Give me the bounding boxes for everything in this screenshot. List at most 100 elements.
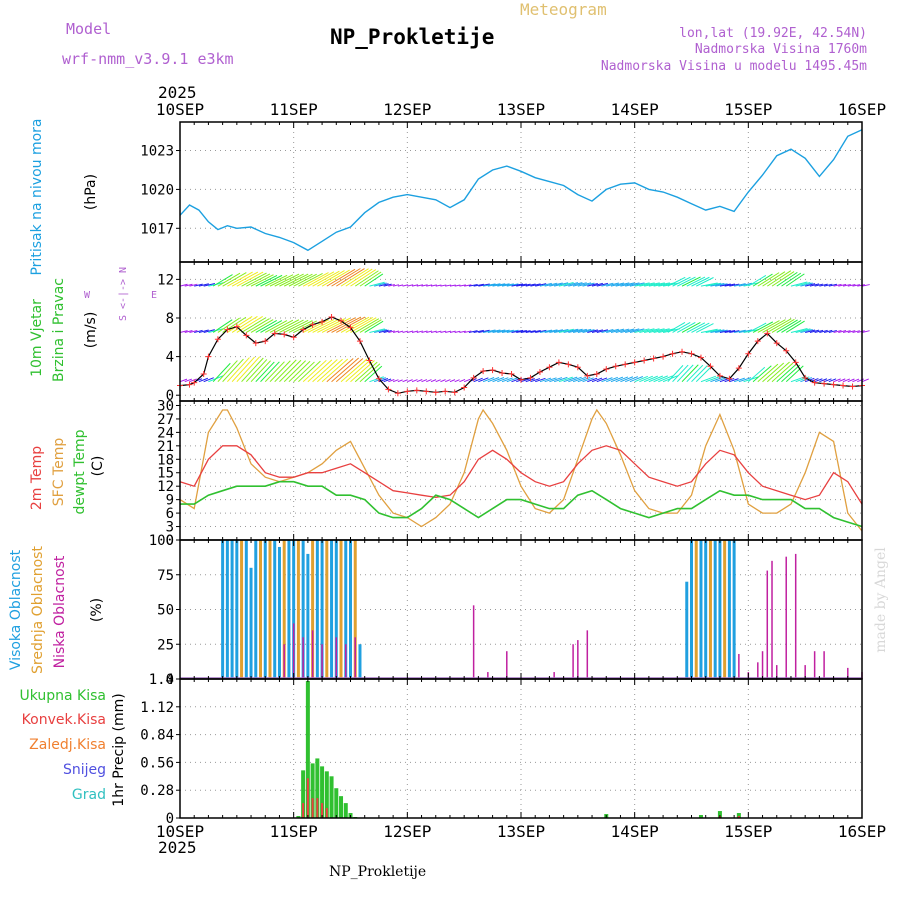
compass-e: E xyxy=(151,290,157,301)
wind-arrow xyxy=(397,284,404,287)
precip-title: 1hr Precip (mm) xyxy=(111,693,127,806)
cloud-bar xyxy=(708,540,712,679)
wind-arrow xyxy=(672,321,691,333)
wind-arrow xyxy=(359,319,382,333)
wind-arrow xyxy=(217,272,241,287)
precip-bar xyxy=(316,798,319,818)
wind-speed-marker xyxy=(347,324,354,331)
time-label-bottom: 15SEP xyxy=(724,822,772,841)
cloud-bar xyxy=(268,540,272,679)
wind-arrow xyxy=(596,282,609,287)
wind-arrow xyxy=(861,330,870,333)
compass-s: S xyxy=(118,315,129,321)
wind-speed-marker xyxy=(773,340,780,347)
wind-speed-marker xyxy=(281,331,288,338)
lonlat-label: lon,lat (19.92E, 42.54N) xyxy=(679,26,867,41)
wind-arrow xyxy=(686,276,706,287)
wind-arrow xyxy=(852,330,860,333)
wind-arrow xyxy=(715,377,727,383)
wind-arrow xyxy=(516,330,527,333)
y-tick-label: 24 xyxy=(157,425,174,441)
wind-arrow xyxy=(326,268,356,287)
wind-arrow xyxy=(179,378,188,383)
y-tick-label: 50 xyxy=(157,603,174,619)
wind-speed-marker xyxy=(584,372,591,379)
wind-arrow xyxy=(677,321,696,333)
wind-arrow xyxy=(819,378,828,383)
wind-arrow xyxy=(610,376,624,383)
wind-arrow xyxy=(426,330,433,333)
wind-arrow xyxy=(577,376,591,383)
wind-arrow xyxy=(487,283,501,287)
wind-arrow xyxy=(677,276,696,287)
wind-arrow xyxy=(748,322,767,333)
wind-arrow xyxy=(691,322,710,333)
cloud-bar xyxy=(334,540,338,679)
wind-arrow xyxy=(572,328,587,333)
wind-arrow xyxy=(350,317,377,333)
wind-arrow xyxy=(265,274,288,287)
wind-speed-marker xyxy=(641,357,648,364)
wind-arrow xyxy=(274,273,300,287)
year-bottom: 2025 xyxy=(158,838,197,857)
model-label: Model xyxy=(66,20,111,38)
cloud-bar xyxy=(259,540,263,679)
wind-arrow xyxy=(497,377,509,383)
cloud-bar xyxy=(785,556,787,679)
wind-arrow xyxy=(752,321,774,333)
wind-arrow xyxy=(227,271,253,287)
cloud-bar xyxy=(292,540,296,679)
wind-speed-marker xyxy=(413,387,420,394)
wind-arrow xyxy=(440,284,447,287)
wind-arrow xyxy=(625,328,640,333)
cloud-title-2: Srednja Oblacnost xyxy=(30,546,46,674)
time-label-top: 11SEP xyxy=(270,100,318,119)
cloud-bar xyxy=(230,540,234,679)
precip-bar xyxy=(339,796,344,818)
wind-arrow xyxy=(530,283,541,287)
wind-arrow xyxy=(411,330,419,333)
cloud-bar xyxy=(345,644,347,679)
precip-bar xyxy=(698,815,703,818)
wind-arrow xyxy=(582,329,595,333)
wind-arrow xyxy=(672,276,691,287)
wind-arrow xyxy=(591,282,603,287)
wind-speed-marker xyxy=(290,334,297,341)
y-tick-label: 21 xyxy=(157,439,174,455)
wind-speed-marker xyxy=(480,368,487,375)
cloud-title-1: Visoka Oblacnost xyxy=(8,549,24,670)
wind-arrow xyxy=(686,364,704,383)
y-tick-label: 100 xyxy=(149,533,174,549)
wind-speed-marker xyxy=(385,386,392,393)
wind-arrow xyxy=(354,270,379,287)
time-label-top: 15SEP xyxy=(724,100,772,119)
wind-arrow xyxy=(629,282,645,287)
y-tick-label: 0.84 xyxy=(140,728,174,744)
wind-arrow xyxy=(331,357,360,383)
cloud-bar xyxy=(330,540,334,679)
wind-arrow xyxy=(492,329,506,333)
cloud-bar xyxy=(813,651,816,679)
wind-arrow xyxy=(639,328,655,333)
wind-arrow xyxy=(269,319,294,333)
wind-arrow xyxy=(558,328,574,333)
cloud-bar xyxy=(738,653,740,679)
wind-arrow xyxy=(587,377,598,383)
wind-arrow xyxy=(819,329,828,333)
wind-speed-marker xyxy=(200,370,207,377)
wind-speed-marker xyxy=(423,388,430,395)
altitude-label: Nadmorska Visina 1760m xyxy=(695,42,867,57)
cloud-bar xyxy=(283,644,285,679)
wind-arrow xyxy=(544,377,557,383)
data-layer xyxy=(177,129,870,818)
time-label-top: 12SEP xyxy=(383,100,431,119)
wind-speed-marker xyxy=(404,388,411,395)
wind-arrow xyxy=(823,378,832,383)
wind-speed-marker xyxy=(688,350,695,357)
wind-arrow xyxy=(658,375,673,383)
wind-arrow xyxy=(302,359,327,383)
cloud-bar xyxy=(487,672,489,679)
wind-speed-marker xyxy=(499,370,506,377)
time-label-bottom: 13SEP xyxy=(497,822,545,841)
wind-arrow xyxy=(857,378,865,383)
